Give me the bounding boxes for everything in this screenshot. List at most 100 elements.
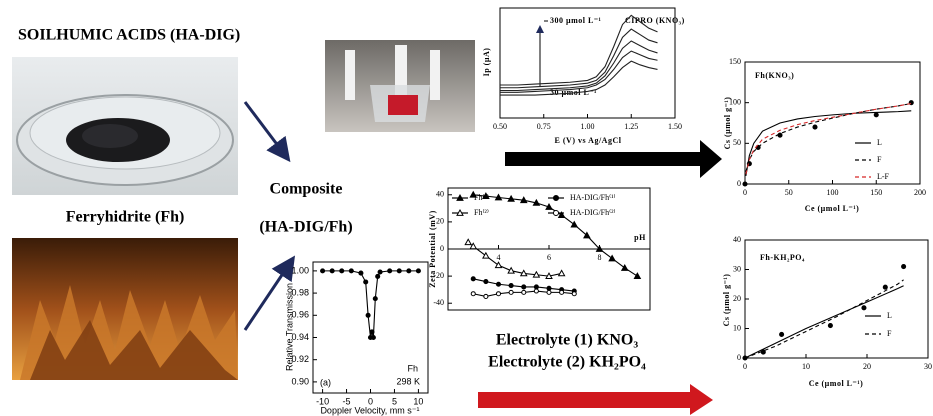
ferrihydrite-label: Ferryhidrite (Fh) <box>66 209 185 226</box>
series-line <box>746 111 911 176</box>
electrolyte-label: Electrolyte (2) KH₂PO₄ <box>488 354 646 371</box>
data-point <box>508 268 514 273</box>
data-point <box>340 269 344 273</box>
data-point <box>321 269 325 273</box>
legend-marker <box>553 195 558 200</box>
data-point <box>509 284 513 288</box>
data-point <box>407 269 411 273</box>
y-tick-label: 0 <box>737 179 741 188</box>
arrow <box>245 102 285 155</box>
data-point <box>496 292 500 296</box>
x-tick-label: 0 <box>743 362 747 371</box>
data-point <box>349 269 353 273</box>
legend-marker <box>553 210 558 215</box>
series-line <box>500 41 658 91</box>
series-line <box>500 15 658 85</box>
y-tick-label: 0 <box>440 244 444 253</box>
photo-humic-acid <box>12 57 238 195</box>
data-point <box>416 269 420 273</box>
data-point <box>471 277 475 281</box>
y-tick-label: 40 <box>436 190 444 199</box>
x-axis-label: Ce (µmol L⁻¹) <box>809 379 864 388</box>
data-point <box>560 290 564 294</box>
legend-label: F <box>877 155 882 164</box>
x-tick-label: 1.25 <box>624 122 638 131</box>
graphical-abstract: SOILHUMIC ACIDS (HA-DIG) Ferryhidrite (F… <box>0 0 933 416</box>
data-point <box>883 285 887 289</box>
data-point <box>534 289 538 293</box>
x-axis-label: Ce (µmol L⁻¹) <box>805 204 860 213</box>
composite-name: (HA-DIG/Fh) <box>259 219 352 236</box>
y-tick-label: 20 <box>436 217 444 226</box>
data-point <box>902 265 906 269</box>
abstract-title: SOILHUMIC ACIDS (HA-DIG) <box>18 27 240 44</box>
x-tick-label: 0.75 <box>537 122 551 131</box>
arrow <box>505 140 722 178</box>
data-point <box>378 270 382 274</box>
series-line <box>323 271 419 338</box>
y-tick-label: 20 <box>733 294 741 303</box>
x-tick-label: 1.50 <box>668 122 682 131</box>
data-point <box>484 294 488 298</box>
y-tick-label: 1.00 <box>291 265 309 275</box>
data-point <box>366 313 370 317</box>
data-point <box>373 297 377 301</box>
data-point <box>534 285 538 289</box>
data-point <box>364 280 368 284</box>
legend-label: HA-DIG/Fh⁽²⁾ <box>570 208 615 217</box>
x-tick-label: 20 <box>863 362 871 371</box>
data-point <box>634 273 640 278</box>
data-point <box>397 269 401 273</box>
data-point <box>743 182 747 186</box>
x-axis-label: E (V) vs Ag/AgCl <box>555 136 622 145</box>
arrow <box>478 384 713 415</box>
photo-ferrihydrite <box>12 238 238 380</box>
data-point <box>780 332 784 336</box>
y-axis-label: Cs (µmol g⁻¹) <box>722 274 731 327</box>
data-point <box>559 270 565 275</box>
series-line <box>500 51 658 92</box>
y-tick-label: 50 <box>733 138 741 147</box>
data-point <box>874 113 878 117</box>
series-line <box>500 29 658 88</box>
x-tick-label: 100 <box>827 188 839 197</box>
data-point <box>522 290 526 294</box>
data-point <box>547 290 551 294</box>
x-tick-label: 50 <box>785 188 793 197</box>
annotation: 300 µmol L⁻¹ <box>550 16 602 25</box>
data-point <box>371 335 375 339</box>
photo-electrochemical-cell <box>325 40 475 132</box>
legend-label: L-F <box>877 172 890 181</box>
series-line <box>746 103 911 171</box>
data-point <box>484 279 488 283</box>
x-tick-label: 4 <box>497 253 501 262</box>
data-point <box>465 239 471 244</box>
data-point <box>522 285 526 289</box>
data-point <box>572 292 576 296</box>
legend-label: L <box>887 311 892 320</box>
y-tick-label: 150 <box>729 57 741 66</box>
legend-label: L <box>877 138 882 147</box>
annotation: (a) <box>320 377 331 387</box>
y-axis-label: Cs (µmol g⁻¹) <box>723 97 732 150</box>
legend-label: HA-DIG/Fh⁽¹⁾ <box>570 193 615 202</box>
chart-title: Fh-KH₂PO₄ <box>760 253 805 262</box>
data-point <box>547 286 551 290</box>
y-tick-label: 10 <box>733 323 741 332</box>
data-point <box>370 330 374 334</box>
data-point <box>862 306 866 310</box>
annotation: Fh <box>407 363 418 373</box>
legend-label: Fh⁽²⁾ <box>474 208 489 217</box>
y-tick-label: 0.90 <box>291 376 309 386</box>
y-tick-label: 40 <box>733 235 741 244</box>
data-point <box>330 269 334 273</box>
plot-frame <box>745 62 920 184</box>
y-tick-label: 30 <box>733 264 741 273</box>
arrow <box>245 263 290 330</box>
y-axis-label: Relative Transmission <box>284 283 294 371</box>
y-axis-label: Ip (µA) <box>482 48 491 77</box>
x-axis-label: pH <box>634 233 646 242</box>
x-tick-label: 10 <box>802 362 810 371</box>
data-point <box>359 271 363 275</box>
y-tick-label: 0 <box>737 353 741 362</box>
